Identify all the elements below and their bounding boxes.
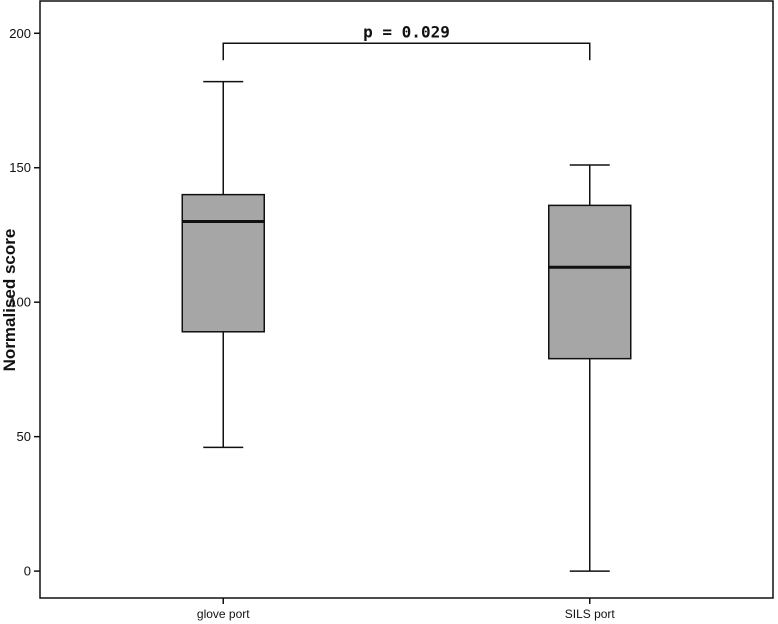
y-tick-label-100: 100 (9, 295, 31, 310)
x-tick-label-1: SILS port (565, 607, 616, 621)
x-axis: glove port SILS port (197, 598, 616, 621)
y-tick-label-50: 50 (17, 429, 31, 444)
y-axis: 0 50 100 150 200 (9, 26, 40, 579)
y-axis-title: Normalised score (0, 229, 19, 372)
iqr-box (548, 204, 632, 360)
y-tick-label-200: 200 (9, 26, 31, 41)
significance-annotation: p = 0.029 (222, 22, 591, 61)
significance-bracket (222, 42, 591, 61)
plot-frame (39, 0, 774, 599)
box-series (181, 80, 632, 572)
x-tick-label-0: glove port (197, 607, 250, 621)
box-0 (181, 80, 265, 449)
p-value-label: p = 0.029 (363, 22, 450, 41)
y-tick-label-150: 150 (9, 160, 31, 175)
y-tick-label-0: 0 (24, 564, 31, 579)
box-1 (548, 164, 632, 572)
iqr-box (181, 193, 265, 333)
